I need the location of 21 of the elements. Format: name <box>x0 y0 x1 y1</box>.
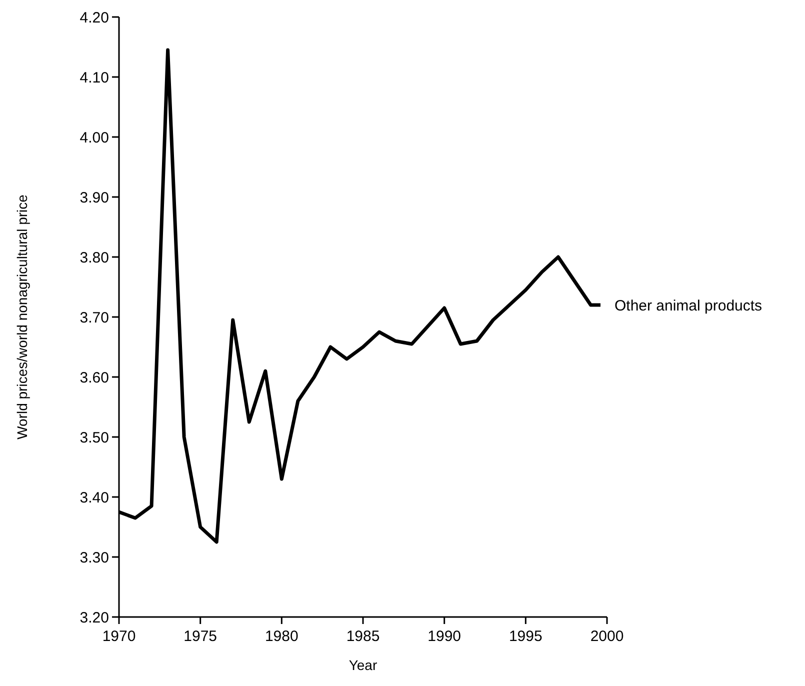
y-tick-label: 3.30 <box>80 549 109 566</box>
y-tick-label: 3.70 <box>80 309 109 326</box>
x-tick-label: 1975 <box>184 628 218 645</box>
y-tick-label: 3.20 <box>80 609 109 626</box>
y-tick-label: 4.00 <box>80 129 109 146</box>
y-tick-label: 3.40 <box>80 489 109 506</box>
x-tick-label: 1980 <box>264 628 298 645</box>
x-axis-title: Year <box>348 657 378 673</box>
x-tick-label: 1995 <box>508 628 542 645</box>
y-tick-label: 4.10 <box>80 69 109 86</box>
x-tick-label: 1985 <box>346 628 380 645</box>
x-tick-label: 2000 <box>590 628 624 645</box>
y-axis-title: World prices/world nonagricultural price <box>14 194 30 440</box>
y-tick-label: 4.20 <box>80 9 109 26</box>
x-tick-label: 1990 <box>428 628 462 645</box>
y-tick-label: 3.80 <box>80 249 109 266</box>
y-tick-label: 3.50 <box>80 429 109 446</box>
y-tick-label: 3.60 <box>80 369 109 386</box>
series-label: Other animal products <box>614 297 762 314</box>
x-tick-label: 1970 <box>102 628 136 645</box>
y-tick-label: 3.90 <box>80 189 109 206</box>
